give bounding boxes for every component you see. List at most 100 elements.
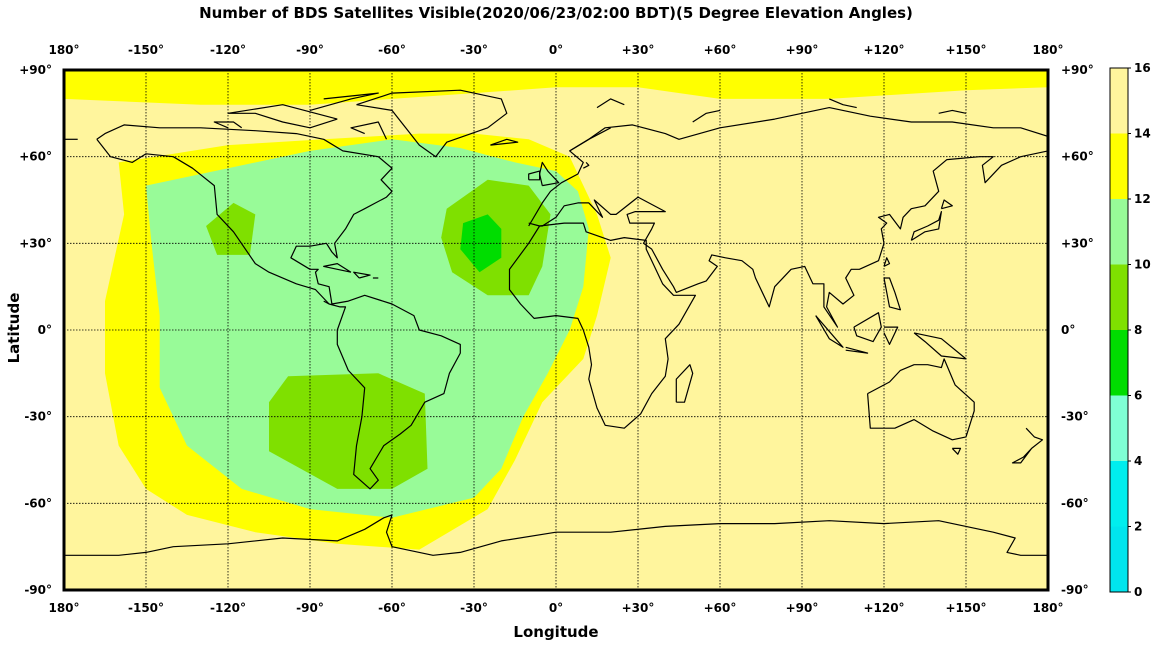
region-6 [460, 214, 502, 273]
colorbar-tick-label: 0 [1134, 585, 1142, 599]
coastline-21 [490, 138, 519, 146]
colorbar-tick-label: 6 [1134, 389, 1142, 403]
colorbar-bin-0 [1110, 526, 1128, 592]
y-tick-right: +90° [1061, 63, 1094, 77]
colorbar-tick-label: 4 [1134, 454, 1142, 468]
y-tick-left: +30° [19, 236, 52, 250]
coastline-16 [910, 211, 943, 241]
x-tick-labels-bottom: 180° -150° -120° -90° -60° -30° 0° +30° +60° +90°… [48, 601, 1063, 615]
x-tick-top: 180° [1032, 43, 1063, 57]
colorbar-bin-3 [1110, 330, 1128, 396]
coastline-7 [867, 358, 975, 441]
x-tick-bottom: +150° [945, 601, 986, 615]
x-tick-labels-top: 180° -150° -120° -90° -60° -30° 0° +30° +60° +90°… [48, 43, 1063, 57]
x-tick-top: 0° [549, 43, 563, 57]
colorbar-tick-label: 8 [1134, 323, 1142, 337]
region-3 [269, 373, 428, 489]
y-tick-left: +60° [19, 150, 52, 164]
colorbar-bin-7 [1110, 68, 1128, 134]
x-tick-top: +60° [704, 43, 737, 57]
coastline-30 [309, 92, 379, 111]
coastline-2 [528, 106, 1048, 227]
y-tick-right: 0° [1061, 323, 1075, 337]
coastline-25 [323, 263, 352, 273]
coastline-14 [913, 332, 967, 360]
x-tick-bottom: +90° [786, 601, 819, 615]
x-tick-top: +30° [622, 43, 655, 57]
x-tick-top: 180° [48, 43, 79, 57]
coastline-23 [569, 127, 611, 152]
coastline-15 [883, 277, 902, 311]
x-tick-bottom: -120° [210, 601, 246, 615]
visibility-regions [64, 70, 1048, 550]
y-tick-labels-left: +90° +60° +30° 0° -30° -60° -90° [19, 63, 52, 597]
x-tick-top: -60° [378, 43, 406, 57]
x-tick-bottom: -150° [128, 601, 164, 615]
coastline-31 [350, 121, 388, 140]
colorbar-bin-2 [1110, 395, 1128, 461]
y-tick-right: +30° [1061, 236, 1094, 250]
coastline-24 [323, 300, 330, 305]
colorbar-tick-label: 12 [1134, 192, 1151, 206]
colorbar-bin-1 [1110, 461, 1128, 527]
y-tick-left: 0° [38, 323, 52, 337]
coastline-5 [508, 222, 697, 429]
x-tick-top: +90° [786, 43, 819, 57]
colorbar-bin-4 [1110, 264, 1128, 330]
coastline-18 [883, 257, 891, 267]
x-tick-top: +150° [945, 43, 986, 57]
coastline-29 [213, 121, 243, 129]
y-tick-right: -90° [1061, 583, 1089, 597]
map-frame [62, 68, 1050, 592]
x-tick-top: -90° [296, 43, 324, 57]
colorbar: 16 14 12 10 8 6 4 2 0 [1109, 61, 1151, 599]
colorbar-tick-label: 10 [1134, 258, 1151, 272]
y-tick-left: -90° [24, 583, 52, 597]
x-tick-top: +120° [863, 43, 904, 57]
y-tick-labels-right: +90° +60° +30° 0° -30° -60° -90° [1061, 63, 1094, 597]
coastline-10 [815, 315, 844, 348]
gridlines [64, 70, 1048, 590]
x-tick-bottom: +60° [704, 601, 737, 615]
x-tick-bottom: -30° [460, 601, 488, 615]
coastline-35 [596, 98, 625, 109]
x-tick-bottom: 180° [1032, 601, 1063, 615]
coastline-26 [353, 271, 371, 279]
y-tick-left: -30° [24, 410, 52, 424]
region-0 [64, 70, 1048, 105]
coastline-33 [829, 98, 857, 109]
coastline-13 [883, 326, 899, 345]
x-tick-top: -120° [210, 43, 246, 57]
coastline-36 [938, 109, 967, 114]
coastline-34 [692, 109, 721, 123]
coastline-20 [528, 170, 541, 181]
y-tick-left: +90° [19, 63, 52, 77]
y-tick-right: -60° [1061, 496, 1089, 510]
x-tick-bottom: +120° [863, 601, 904, 615]
x-tick-bottom: +30° [622, 601, 655, 615]
x-tick-top: -150° [128, 43, 164, 57]
y-tick-left: -60° [24, 496, 52, 510]
coastline-11 [845, 346, 869, 354]
map-title: Number of BDS Satellites Visible(2020/06… [199, 4, 913, 22]
coastline-6 [675, 364, 694, 403]
coastline-9 [1011, 427, 1044, 464]
x-tick-top: -30° [460, 43, 488, 57]
colorbar-tick-label: 14 [1134, 127, 1151, 141]
x-tick-bottom: -60° [378, 601, 406, 615]
x-tick-bottom: 180° [48, 601, 79, 615]
coastline-17 [940, 199, 953, 210]
y-tick-right: +60° [1061, 150, 1094, 164]
coastline-8 [951, 447, 962, 455]
colorbar-bin-6 [1110, 133, 1128, 199]
colorbar-bin-5 [1110, 199, 1128, 265]
colorbar-tick-label: 16 [1134, 61, 1151, 75]
coastline-12 [853, 312, 882, 343]
coastline-22 [583, 161, 590, 169]
colorbar-tick-label: 2 [1134, 520, 1142, 534]
y-tick-right: -30° [1061, 410, 1089, 424]
x-axis-label: Longitude [513, 623, 599, 641]
x-tick-bottom: -90° [296, 601, 324, 615]
coastline-1 [356, 89, 508, 158]
